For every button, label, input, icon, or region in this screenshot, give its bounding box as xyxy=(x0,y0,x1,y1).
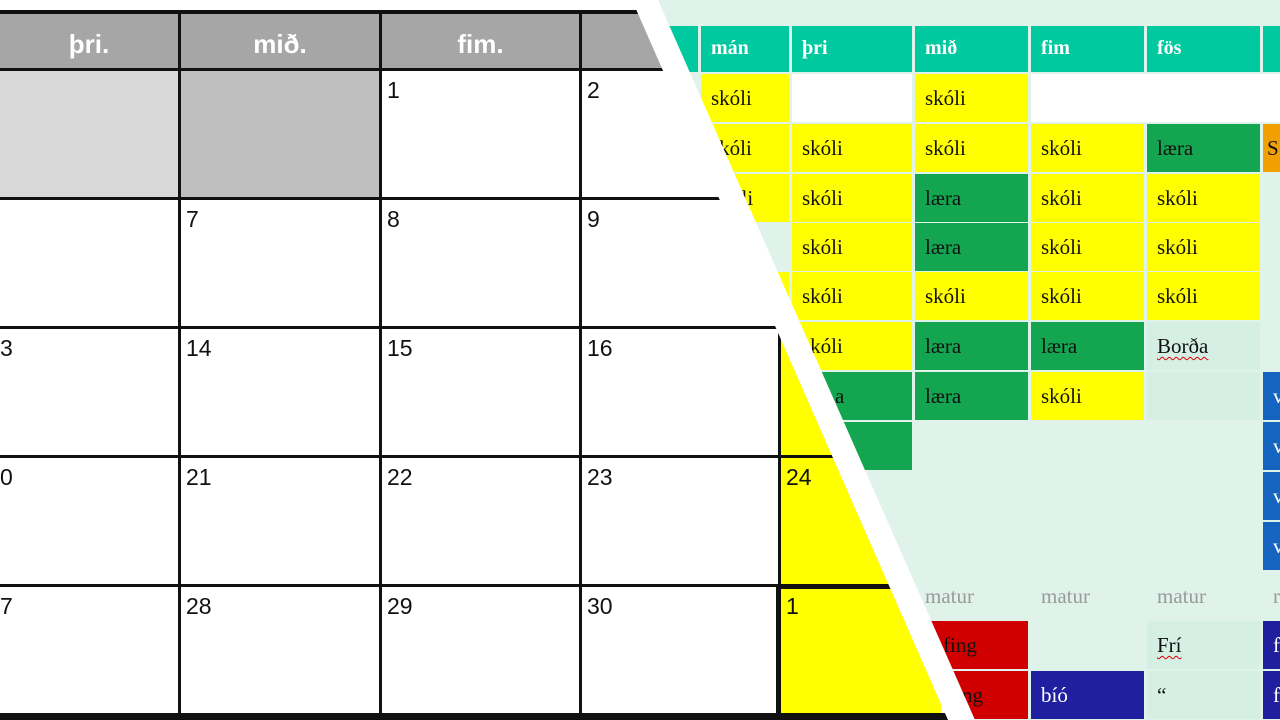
schedule-cell: f xyxy=(1263,671,1280,719)
day-cell: 23 xyxy=(582,458,778,584)
schedule-cell: skóli xyxy=(1031,124,1144,172)
day-cell: 1 xyxy=(382,71,579,197)
schedule-cell: læra xyxy=(1147,124,1260,172)
schedule-cell: matur xyxy=(1157,584,1206,608)
day-number: 7 xyxy=(186,206,199,232)
day-number: 24 xyxy=(786,464,812,490)
day-number: 29 xyxy=(387,593,413,619)
schedule-header-thursday: fim xyxy=(1031,26,1144,72)
day-cell: 14 xyxy=(181,329,379,455)
grid-line-thick xyxy=(776,584,781,720)
schedule-cell xyxy=(1147,372,1260,420)
schedule-cell: Borða xyxy=(1147,322,1260,370)
schedule-cell: læra xyxy=(1031,322,1144,370)
header-thursday: fim. xyxy=(382,14,579,68)
day-number: 16 xyxy=(587,335,613,361)
grid-line xyxy=(0,326,800,329)
schedule-cell: læra xyxy=(915,322,1028,370)
grid-line xyxy=(379,14,382,720)
grid-line xyxy=(0,455,860,458)
schedule-header-saturday xyxy=(1263,26,1280,72)
schedule-cell: v xyxy=(1263,472,1280,520)
day-number: 21 xyxy=(186,464,212,490)
day-cell: 0 xyxy=(0,458,178,584)
day-cell: 28 xyxy=(181,587,379,713)
day-cell: 7 xyxy=(181,200,379,326)
header-wednesday: mið. xyxy=(181,14,379,68)
day-cell: 29 xyxy=(382,587,579,713)
grid-line xyxy=(0,197,740,200)
day-number: 15 xyxy=(387,335,413,361)
schedule-header-wednesday: mið xyxy=(915,26,1028,72)
schedule-header-monday: mán xyxy=(701,26,789,72)
day-cell: 15 xyxy=(382,329,579,455)
schedule-cell: skóli xyxy=(792,272,912,320)
schedule-header-friday: fös xyxy=(1147,26,1260,72)
schedule-cell: matur xyxy=(1041,584,1090,608)
grid-line xyxy=(178,14,181,720)
schedule-cell: skóli xyxy=(1031,174,1144,222)
header-tuesday: þri. xyxy=(0,14,178,68)
schedule-cell: skóli xyxy=(1031,372,1144,420)
day-cell xyxy=(0,200,178,326)
schedule-cell: skóli xyxy=(792,174,912,222)
schedule-cell xyxy=(1031,74,1280,122)
day-number: 22 xyxy=(387,464,413,490)
day-cell: 7 xyxy=(0,587,178,713)
calendar-top-border xyxy=(0,10,660,15)
schedule-cell: læra xyxy=(915,223,1028,271)
day-number: 7 xyxy=(0,593,13,619)
schedule-cell: skóli xyxy=(1147,272,1260,320)
schedule-cell: “ xyxy=(1147,671,1260,719)
day-number: 14 xyxy=(186,335,212,361)
schedule-cell: læra xyxy=(915,174,1028,222)
schedule-header-tuesday: þri xyxy=(792,26,912,72)
schedule-cell: skóli xyxy=(915,272,1028,320)
day-cell: 21 xyxy=(181,458,379,584)
schedule-cell: skóli xyxy=(792,223,912,271)
day-cell: 16 xyxy=(582,329,778,455)
schedule-cell: skóli xyxy=(1147,174,1260,222)
day-cell: 22 xyxy=(382,458,579,584)
schedule-cell: r xyxy=(1273,584,1280,608)
schedule-cell: bíó xyxy=(1031,671,1144,719)
day-number: 8 xyxy=(387,206,400,232)
schedule-cell: v xyxy=(1263,372,1280,420)
day-number: 1 xyxy=(786,593,799,619)
schedule-cell: skóli xyxy=(701,74,789,122)
day-number: 0 xyxy=(0,464,13,490)
grid-line xyxy=(0,68,700,71)
schedule-cell: Frí xyxy=(1147,621,1260,669)
schedule-cell: S xyxy=(1263,124,1280,172)
grid-line xyxy=(0,584,920,587)
calendar-bottom-border xyxy=(0,713,960,720)
schedule-cell xyxy=(792,74,912,122)
schedule-cell: skóli xyxy=(792,124,912,172)
schedule-cell: v xyxy=(1263,522,1280,570)
day-number: 23 xyxy=(587,464,613,490)
schedule-cell: skóli xyxy=(915,124,1028,172)
schedule-cell: v xyxy=(1263,422,1280,470)
schedule-cell: skóli xyxy=(1031,223,1144,271)
day-number: 9 xyxy=(587,206,600,232)
day-number: 30 xyxy=(587,593,613,619)
schedule-cell: matur xyxy=(925,584,974,608)
schedule-cell: skóli xyxy=(915,74,1028,122)
schedule-cell: skóli xyxy=(1147,223,1260,271)
day-cell: 3 xyxy=(0,329,178,455)
day-cell xyxy=(0,71,178,197)
day-number: 28 xyxy=(186,593,212,619)
schedule-cell: læra xyxy=(915,372,1028,420)
day-number: 2 xyxy=(587,77,600,103)
day-number: 3 xyxy=(0,335,13,361)
schedule-cell: skóli xyxy=(1031,272,1144,320)
day-number: 1 xyxy=(387,77,400,103)
schedule-cell: f xyxy=(1263,621,1280,669)
grid-line xyxy=(579,14,582,720)
day-cell xyxy=(181,71,379,197)
day-cell: 8 xyxy=(382,200,579,326)
day-cell: 30 xyxy=(582,587,778,713)
